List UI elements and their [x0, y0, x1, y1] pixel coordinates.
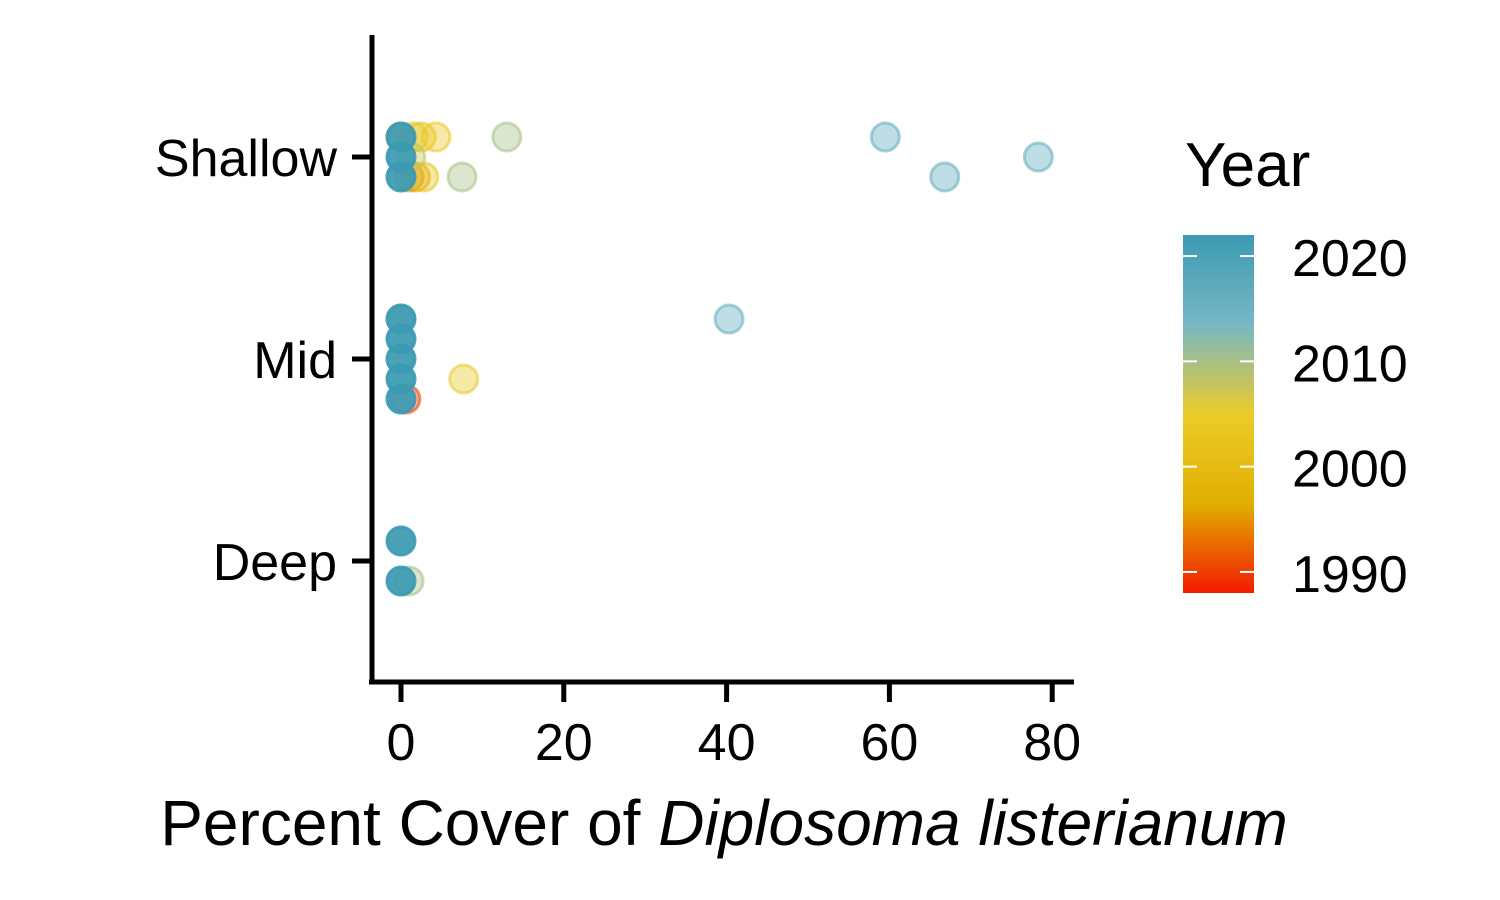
data-point [1022, 141, 1054, 173]
data-point [420, 121, 452, 153]
legend-colorbar [1183, 235, 1254, 593]
axes-layer [369, 35, 1074, 685]
points-layer [385, 121, 1054, 597]
data-point [385, 565, 417, 597]
x-tick-label: 20 [535, 714, 593, 772]
x-axis-title-plain: Percent Cover of [160, 787, 658, 859]
legend-ticks: 1990 2000 2010 2020 [1183, 230, 1408, 604]
x-axis-title-species: Diplosoma listerianum [658, 787, 1288, 859]
y-tick-label: Deep [213, 534, 337, 592]
data-point [448, 363, 480, 395]
legend-tick-label: 2010 [1292, 335, 1408, 393]
x-tick-label: 80 [1023, 714, 1081, 772]
data-point [929, 161, 961, 193]
data-point [385, 383, 417, 415]
data-point [385, 525, 417, 557]
x-axis-title: Percent Cover of Diplosoma listerianum [160, 787, 1288, 859]
data-point [446, 161, 478, 193]
data-point [385, 161, 417, 193]
x-ticks: 0 20 40 60 80 [387, 684, 1081, 772]
legend-tick-label: 2000 [1292, 441, 1408, 499]
legend-tick-label: 1990 [1292, 546, 1408, 604]
y-ticks: Deep Mid Shallow [155, 130, 370, 592]
legend-tick-label: 2020 [1292, 230, 1408, 288]
y-tick-label: Shallow [155, 130, 338, 188]
x-tick-label: 40 [698, 714, 756, 772]
x-tick-label: 0 [387, 714, 416, 772]
legend-title: Year [1185, 131, 1310, 200]
color-legend: Year 1990 2000 2010 2020 [1183, 131, 1408, 604]
data-point [713, 303, 745, 335]
data-point [491, 121, 523, 153]
x-tick-label: 60 [860, 714, 918, 772]
data-point [869, 121, 901, 153]
y-tick-label: Mid [253, 332, 337, 390]
